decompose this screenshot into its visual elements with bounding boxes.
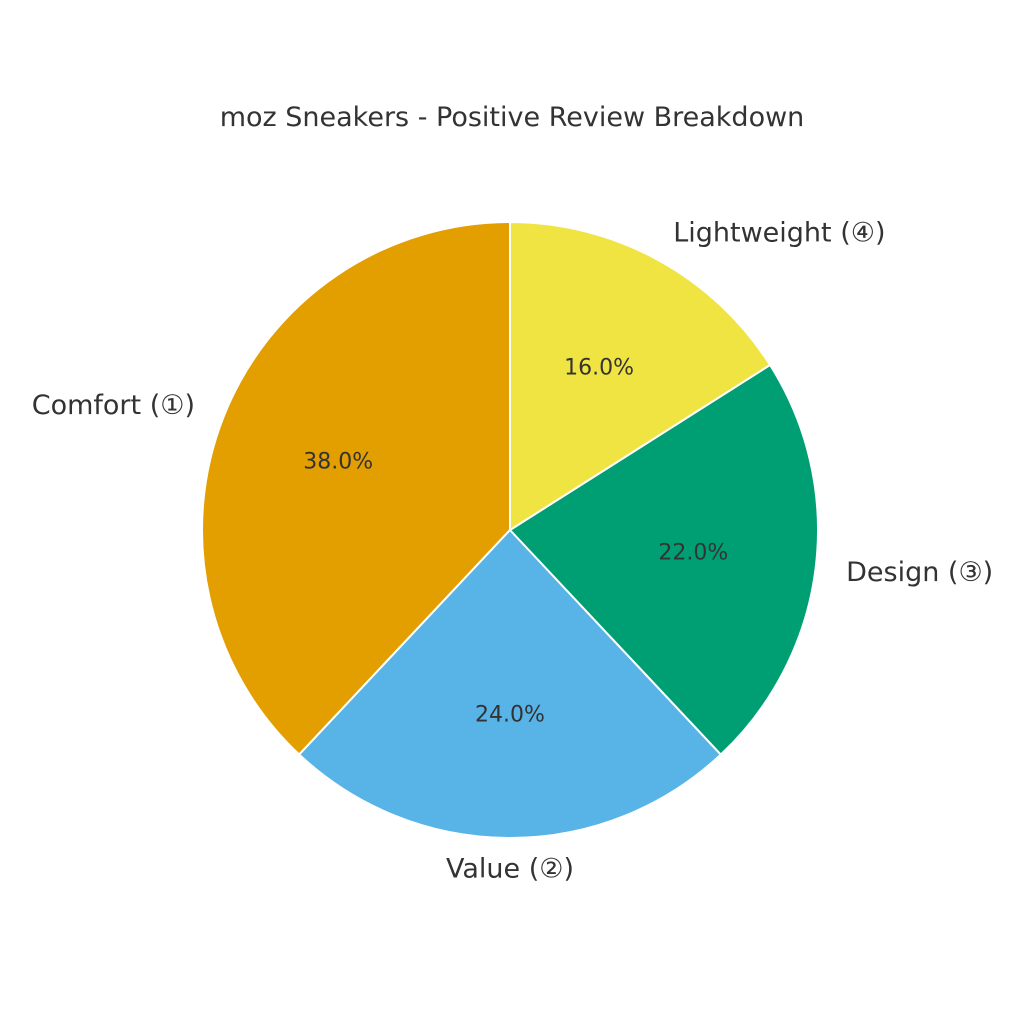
slice-value-label-4: 16.0% [564,356,634,381]
pie-slice-1 [201,221,511,756]
slice-category-label-4: Lightweight (④) [673,218,885,249]
pie-labels: Comfort (①) 38.0% Value (②) 24.0% Design (③)… [32,218,993,885]
pie-slice-4 [509,221,772,531]
pie-slices [201,221,819,839]
slice-value-label-3: 22.0% [658,541,728,566]
slice-value-label-1: 38.0% [303,449,373,474]
pie-slice-3 [509,363,819,756]
chart-title: moz Sneakers - Positive Review Breakdown [219,102,805,133]
slice-value-label-2: 24.0% [475,702,545,727]
slice-category-label-1: Comfort (①) [32,390,195,421]
slice-category-label-2: Value (②) [446,853,574,884]
pie-slice-2 [298,529,722,839]
slice-category-label-3: Design (③) [846,557,993,588]
